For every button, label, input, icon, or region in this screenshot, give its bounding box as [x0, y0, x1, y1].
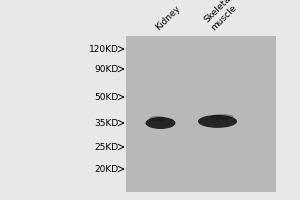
- Text: 20KD: 20KD: [94, 164, 118, 173]
- Ellipse shape: [198, 115, 237, 128]
- Bar: [126, 36, 276, 192]
- Text: Kidney: Kidney: [154, 4, 182, 32]
- Text: 25KD: 25KD: [94, 142, 118, 152]
- Text: 90KD: 90KD: [94, 64, 118, 73]
- Ellipse shape: [210, 114, 234, 120]
- Text: Skeletal
muscle: Skeletal muscle: [202, 0, 242, 32]
- Text: 35KD: 35KD: [94, 118, 118, 128]
- Text: 50KD: 50KD: [94, 92, 118, 102]
- Ellipse shape: [146, 117, 176, 129]
- Text: 120KD: 120KD: [88, 45, 119, 53]
- Ellipse shape: [149, 116, 166, 121]
